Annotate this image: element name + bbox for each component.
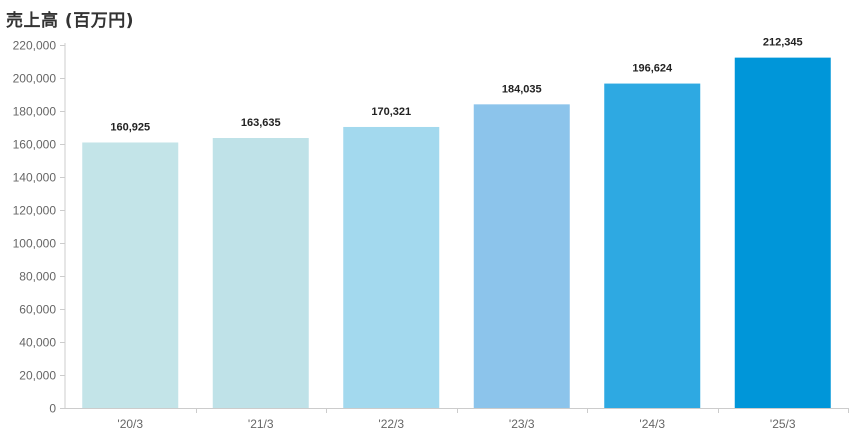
y-tick-label: 0 (49, 402, 56, 416)
x-tick-label: '22/3 (378, 417, 404, 431)
y-tick-label: 20,000 (19, 369, 56, 383)
bar (82, 142, 179, 408)
chart-title: 売上高 (百万円) (6, 11, 134, 31)
bar (604, 83, 701, 408)
data-label: 163,635 (241, 117, 281, 129)
y-tick-label: 60,000 (19, 303, 56, 317)
x-tick-label: '21/3 (248, 417, 274, 431)
y-tick-label: 180,000 (13, 105, 57, 119)
data-label: 170,321 (371, 106, 411, 118)
y-tick-label: 120,000 (13, 204, 57, 218)
data-label: 160,925 (110, 121, 150, 133)
y-tick-label: 160,000 (13, 138, 57, 152)
y-tick-label: 140,000 (13, 171, 57, 185)
data-label: 212,345 (763, 37, 803, 49)
y-tick-label: 40,000 (19, 336, 56, 350)
x-tick-label: '24/3 (639, 417, 665, 431)
bar (734, 57, 831, 409)
data-label: 184,035 (502, 83, 542, 95)
x-tick-label: '23/3 (509, 417, 535, 431)
x-tick-label: '25/3 (770, 417, 796, 431)
bar (212, 138, 309, 408)
data-label: 196,624 (632, 63, 673, 75)
y-tick-label: 80,000 (19, 270, 56, 284)
bar (343, 126, 440, 409)
y-tick-label: 200,000 (13, 72, 57, 86)
x-tick-label: '20/3 (117, 417, 143, 431)
y-tick-label: 220,000 (13, 39, 57, 53)
y-tick-label: 100,000 (13, 237, 57, 251)
bar (473, 104, 570, 408)
